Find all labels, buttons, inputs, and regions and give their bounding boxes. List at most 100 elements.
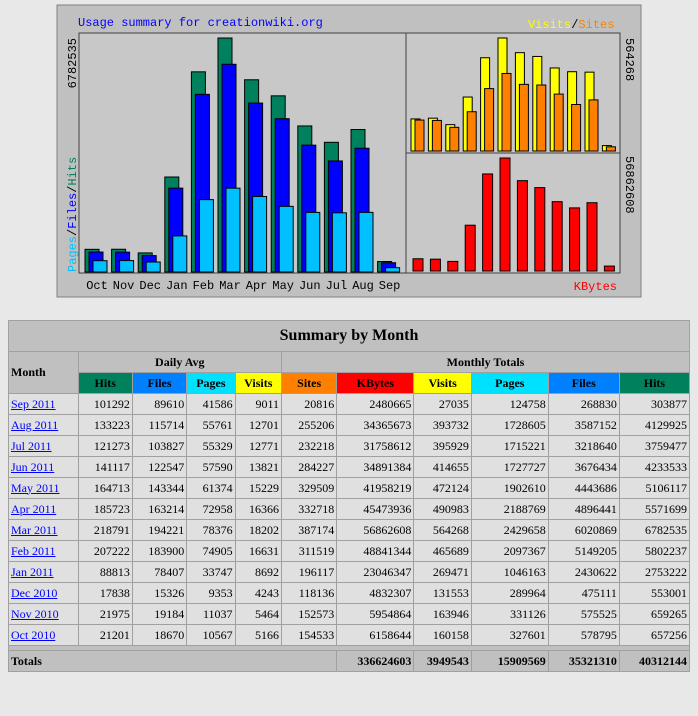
value-cell: 118136 bbox=[282, 583, 337, 603]
value-cell: 1728605 bbox=[471, 415, 548, 435]
legend-item: Sites bbox=[578, 18, 614, 32]
separator-row bbox=[9, 646, 689, 650]
value-cell: 553001 bbox=[619, 583, 689, 603]
value-cell: 5954864 bbox=[337, 604, 414, 624]
pages-bar bbox=[385, 267, 401, 273]
value-cell: 16631 bbox=[235, 541, 281, 561]
value-cell: 23046347 bbox=[337, 562, 414, 582]
sites-bar bbox=[501, 72, 512, 152]
value-cell: 78376 bbox=[187, 520, 235, 540]
month-link[interactable]: Jul 2011 bbox=[11, 438, 52, 453]
month-row: Jun 2011 141117 122547 57590 13821 284227 3489… bbox=[9, 457, 689, 477]
month-row: Dec 2010 17838 15326 9353 4243 118136 4832307 1… bbox=[9, 583, 689, 603]
total-cell: 40312144 bbox=[619, 651, 689, 671]
pages-bar bbox=[145, 261, 161, 273]
value-cell: 393732 bbox=[414, 415, 471, 435]
pages-bar bbox=[92, 260, 108, 273]
value-cell: 5166 bbox=[235, 625, 281, 645]
value-cell: 5149205 bbox=[548, 541, 619, 561]
month-link[interactable]: May 2011 bbox=[11, 480, 60, 495]
month-row: Oct 2010 21201 18670 10567 5166 154533 6158644… bbox=[9, 625, 689, 645]
kbytes-bar bbox=[534, 187, 546, 272]
column-header: Pages bbox=[471, 373, 548, 393]
value-cell: 194221 bbox=[132, 520, 187, 540]
sites-bar bbox=[431, 119, 442, 152]
value-cell: 6782535 bbox=[619, 520, 689, 540]
month-link[interactable]: Dec 2010 bbox=[11, 585, 58, 600]
value-cell: 3676434 bbox=[548, 457, 619, 477]
value-cell: 5571699 bbox=[619, 499, 689, 519]
value-cell: 4896441 bbox=[548, 499, 619, 519]
value-cell: 34891384 bbox=[337, 457, 414, 477]
value-cell: 103827 bbox=[132, 436, 187, 456]
summary-table: Summary by Month Month Daily Avg Monthly To… bbox=[8, 320, 690, 672]
month-link[interactable]: Feb 2011 bbox=[11, 543, 56, 558]
month-link[interactable]: Sep 2011 bbox=[11, 396, 56, 411]
sites-bar bbox=[571, 103, 582, 152]
value-cell: 2188769 bbox=[471, 499, 548, 519]
value-cell: 331126 bbox=[471, 604, 548, 624]
value-cell: 4129925 bbox=[619, 415, 689, 435]
value-cell: 575525 bbox=[548, 604, 619, 624]
value-cell: 152573 bbox=[282, 604, 337, 624]
value-cell: 9353 bbox=[187, 583, 235, 603]
column-header: Sites bbox=[282, 373, 337, 393]
value-cell: 124758 bbox=[471, 394, 548, 414]
month-cell: Jun 2011 bbox=[9, 457, 78, 477]
month-cell: Jan 2011 bbox=[9, 562, 78, 582]
value-cell: 5802237 bbox=[619, 541, 689, 561]
month-row: Aug 2011 133223 115714 55761 12701 255206 3436… bbox=[9, 415, 689, 435]
value-cell: 3218640 bbox=[548, 436, 619, 456]
value-cell: 196117 bbox=[282, 562, 337, 582]
legend-item: Pages bbox=[66, 236, 80, 272]
value-cell: 31758612 bbox=[337, 436, 414, 456]
month-link[interactable]: Nov 2010 bbox=[11, 606, 59, 621]
month-link[interactable]: Jan 2011 bbox=[11, 564, 54, 579]
month-label: Jul bbox=[326, 279, 348, 293]
value-cell: 255206 bbox=[282, 415, 337, 435]
value-cell: 232218 bbox=[282, 436, 337, 456]
month-link[interactable]: Apr 2011 bbox=[11, 501, 57, 516]
kbytes-bar bbox=[447, 260, 459, 272]
month-label: Feb bbox=[193, 279, 215, 293]
pages-bar bbox=[252, 195, 268, 273]
separator-cell bbox=[9, 646, 689, 650]
month-cell: Mar 2011 bbox=[9, 520, 78, 540]
bottom-right-legend: KBytes bbox=[574, 280, 617, 294]
value-cell: 15326 bbox=[132, 583, 187, 603]
value-cell: 164713 bbox=[78, 478, 132, 498]
sites-bar bbox=[518, 83, 529, 152]
month-link[interactable]: Aug 2011 bbox=[11, 417, 59, 432]
value-cell: 183900 bbox=[132, 541, 187, 561]
column-header: Files bbox=[132, 373, 187, 393]
month-cell: Nov 2010 bbox=[9, 604, 78, 624]
sites-bar bbox=[414, 119, 425, 152]
sites-bar bbox=[605, 146, 616, 152]
column-header: KBytes bbox=[337, 373, 414, 393]
value-cell: 2480665 bbox=[337, 394, 414, 414]
value-cell: 131553 bbox=[414, 583, 471, 603]
value-cell: 1902610 bbox=[471, 478, 548, 498]
value-cell: 303877 bbox=[619, 394, 689, 414]
month-row: Mar 2011 218791 194221 78376 18202 387174 5686… bbox=[9, 520, 689, 540]
sites-bar bbox=[449, 126, 460, 152]
legend-separator: / bbox=[66, 229, 80, 236]
month-cell: Aug 2011 bbox=[9, 415, 78, 435]
month-link[interactable]: Jun 2011 bbox=[11, 459, 55, 474]
month-row: Jan 2011 88813 78407 33747 8692 196117 2304634… bbox=[9, 562, 689, 582]
month-label: Jan bbox=[166, 279, 188, 293]
month-link[interactable]: Oct 2010 bbox=[11, 627, 56, 642]
value-cell: 659265 bbox=[619, 604, 689, 624]
value-cell: 154533 bbox=[282, 625, 337, 645]
month-row: Feb 2011 207222 183900 74905 16631 311519 4884… bbox=[9, 541, 689, 561]
value-cell: 133223 bbox=[78, 415, 132, 435]
value-cell: 33747 bbox=[187, 562, 235, 582]
month-row: Jul 2011 121273 103827 55329 12771 232218 3175… bbox=[9, 436, 689, 456]
value-cell: 12771 bbox=[235, 436, 281, 456]
value-cell: 55761 bbox=[187, 415, 235, 435]
month-label: Aug bbox=[352, 279, 374, 293]
month-link[interactable]: Mar 2011 bbox=[11, 522, 58, 537]
value-cell: 11037 bbox=[187, 604, 235, 624]
kbytes-bar bbox=[586, 202, 598, 272]
